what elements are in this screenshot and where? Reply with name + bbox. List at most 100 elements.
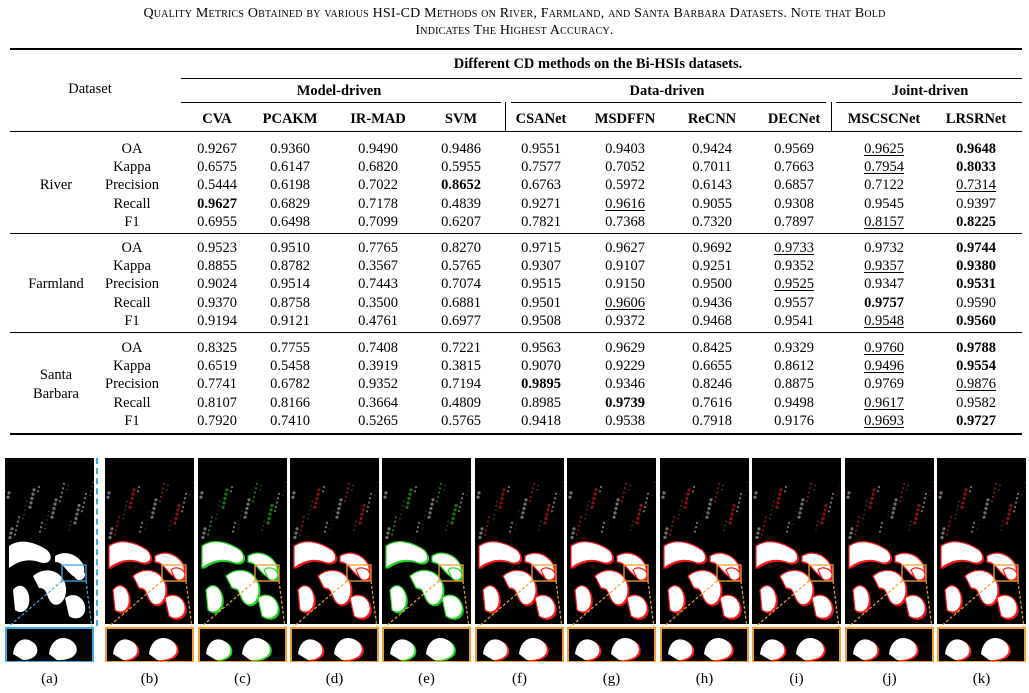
table-cell: 0.6519 — [197, 358, 237, 375]
table-cell: 0.7022 — [358, 177, 398, 194]
table-cell: 0.9418 — [521, 412, 561, 429]
table-cell: 0.9627 — [605, 240, 645, 256]
metric-label: F1 — [124, 213, 140, 230]
table-cell: 0.5265 — [358, 412, 398, 429]
dataset-name: Santa — [39, 367, 73, 384]
method-header: SVM — [444, 111, 478, 127]
table-cell: 0.9380 — [956, 258, 996, 275]
method-header: PCAKM — [262, 111, 318, 127]
table-cell: 0.9496 — [864, 358, 904, 375]
method-header: ReCNN — [687, 111, 737, 127]
change-map-image — [845, 458, 934, 662]
table-cell: 0.3500 — [358, 294, 398, 311]
table-cell: 0.4839 — [441, 195, 481, 212]
change-map-panel — [105, 458, 194, 662]
table-cell: 0.8225 — [956, 213, 996, 230]
table-cell: 0.9352 — [358, 376, 398, 393]
table-cell: 0.9625 — [864, 141, 904, 157]
table-cell: 0.9498 — [774, 394, 814, 411]
table-cell: 0.7821 — [521, 213, 561, 230]
metric-label: OA — [121, 141, 143, 157]
metric-label: Recall — [113, 294, 151, 311]
group-separator-2 — [831, 102, 832, 131]
table-cell: 0.9070 — [521, 358, 561, 375]
table-cell: 0.9739 — [605, 394, 645, 411]
metric-label: Kappa — [113, 159, 151, 176]
table-cell: 0.7052 — [605, 159, 645, 176]
table-cell: 0.8157 — [864, 213, 904, 230]
table-cell: 0.4809 — [441, 394, 481, 411]
table-cell: 0.8325 — [197, 340, 237, 356]
table-cell: 0.9788 — [956, 340, 996, 356]
panel-label: (j) — [882, 671, 897, 687]
table-cell: 0.6977 — [441, 312, 481, 329]
table-cell: 0.7741 — [197, 376, 237, 393]
table-cell: 0.9370 — [197, 294, 237, 311]
table-cell: 0.9468 — [692, 312, 732, 329]
table-cell: 0.8782 — [270, 258, 310, 275]
dataset-separator-rule — [10, 233, 1022, 234]
dataset-name: Farmland — [28, 276, 84, 293]
table-cell: 0.7194 — [441, 376, 481, 393]
table-cell: 0.9538 — [605, 412, 645, 429]
table-cell: 0.9895 — [521, 376, 561, 393]
table-cell: 0.3567 — [358, 258, 398, 275]
table-cell: 0.7765 — [358, 240, 398, 256]
table-cell: 0.9876 — [956, 376, 996, 393]
table-cell: 0.9648 — [956, 141, 996, 157]
table-cell: 0.6763 — [521, 177, 561, 194]
table-cell: 0.9769 — [864, 376, 904, 393]
table-cell: 0.6498 — [270, 213, 310, 230]
change-map-image — [937, 458, 1026, 662]
table-cell: 0.7178 — [358, 195, 398, 212]
dataset-name: River — [39, 177, 73, 194]
group-header: Data-driven — [629, 83, 705, 99]
panel-label: (i) — [789, 671, 804, 687]
table-cell: 0.9715 — [521, 240, 561, 256]
change-map-panel — [475, 458, 564, 662]
table-cell: 0.9194 — [197, 312, 237, 329]
table-cell: 0.5765 — [441, 412, 481, 429]
header-bottom-rule — [10, 131, 1022, 132]
table-cell: 0.8652 — [441, 177, 481, 194]
table-cell: 0.7314 — [956, 177, 996, 194]
table-cell: 0.9541 — [774, 312, 814, 329]
table-cell: 0.9733 — [774, 240, 814, 256]
change-map-image — [105, 458, 194, 662]
table-cell: 0.9229 — [605, 358, 645, 375]
panel-label: (h) — [695, 671, 714, 687]
table-cell: 0.7954 — [864, 159, 904, 176]
table-caption-line-2: Indicates The Highest Accuracy. — [415, 23, 614, 38]
table-cell: 0.3815 — [441, 358, 481, 375]
table-cell: 0.9510 — [270, 240, 310, 256]
change-map-panel — [937, 458, 1026, 662]
change-map-panel — [290, 458, 379, 662]
table-cell: 0.9515 — [521, 276, 561, 293]
group-header: Model-driven — [296, 83, 382, 99]
table-cell: 0.9629 — [605, 340, 645, 356]
table-cell: 0.7408 — [358, 340, 398, 356]
table-cell: 0.4761 — [358, 312, 398, 329]
change-map-image — [752, 458, 841, 662]
table-cell: 0.9551 — [521, 141, 561, 157]
table-cell: 0.6147 — [270, 159, 310, 176]
table-cell: 0.9545 — [864, 195, 904, 212]
table-cell: 0.9150 — [605, 276, 645, 293]
panel-label: (k) — [972, 671, 991, 687]
super-header: Different CD methods on the Bi-HSIs data… — [453, 56, 743, 72]
table-cell: 0.8855 — [197, 258, 237, 275]
panel-label: (a) — [41, 671, 58, 687]
table-cell: 0.9397 — [956, 195, 996, 212]
table-caption-line-1: Quality Metrics Obtained by various HSI-… — [143, 6, 886, 21]
group-rule-model — [181, 102, 501, 103]
metric-label: Precision — [105, 177, 159, 194]
table-cell: 0.5458 — [270, 358, 310, 375]
table-cell: 0.9590 — [956, 294, 996, 311]
table-cell: 0.9617 — [864, 394, 904, 411]
panel-label: (g) — [602, 671, 621, 687]
table-cell: 0.7320 — [692, 213, 732, 230]
table-cell: 0.8270 — [441, 240, 481, 256]
method-header: MSDFFN — [594, 111, 656, 127]
table-cell: 0.7918 — [692, 412, 732, 429]
table-cell: 0.9508 — [521, 312, 561, 329]
